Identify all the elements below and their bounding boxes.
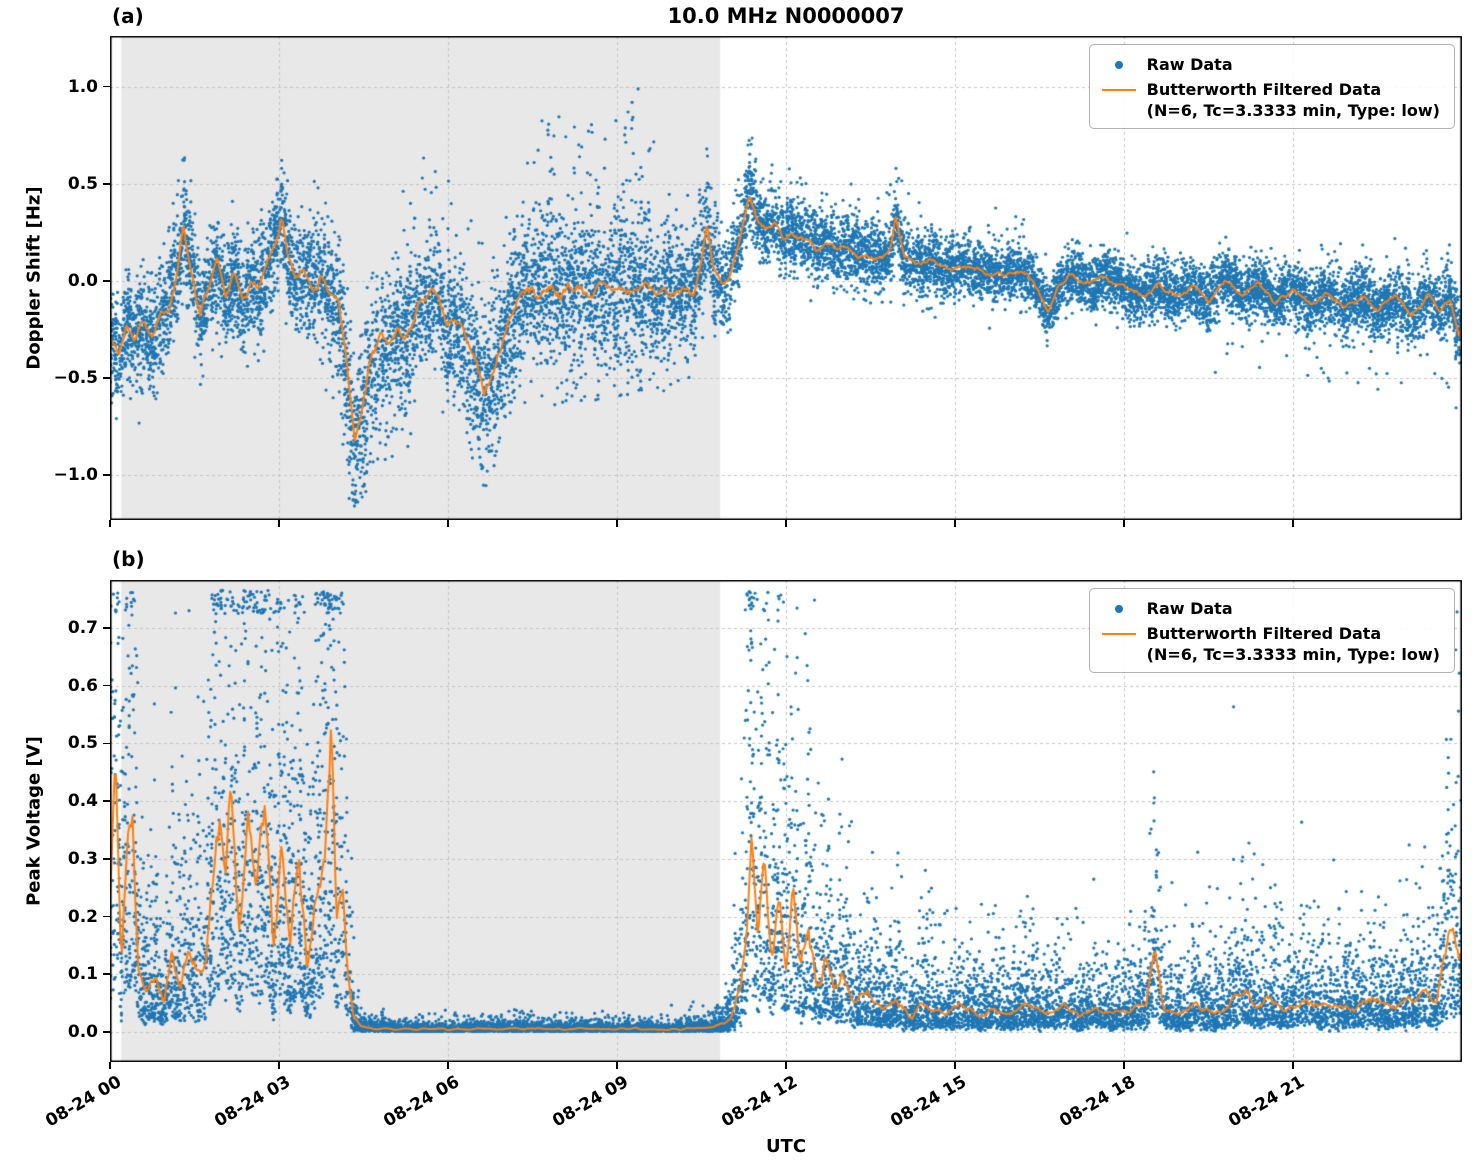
legend-entry-filtered: Butterworth Filtered Data: [1100, 77, 1440, 102]
y-tick-label: 0.0: [67, 270, 98, 291]
x-tick-label: 08-24 00: [42, 1072, 125, 1132]
legend-filtered-sublabel: (N=6, Tc=3.3333 min, Type: low): [1146, 644, 1440, 664]
y-tick-label: 0.5: [67, 733, 98, 754]
legend-entry-filtered-params: (N=6, Tc=3.3333 min, Type: low): [1100, 644, 1440, 665]
filtered-line-marker-icon: [1100, 632, 1138, 635]
x-tick-mark: [1292, 1062, 1294, 1069]
x-tick-label: 08-24 21: [1225, 1072, 1308, 1132]
x-tick-label: 08-24 12: [718, 1072, 801, 1132]
y-tick-label: 1.0: [67, 76, 98, 97]
y-tick-label: 0.5: [67, 173, 98, 194]
x-tick-mark: [109, 1062, 111, 1069]
y-tick-label: 0.0: [67, 1021, 98, 1042]
x-tick-mark: [616, 520, 618, 527]
y-tick-mark: [103, 800, 110, 802]
x-tick-label: 08-24 09: [549, 1072, 632, 1132]
x-tick-mark: [954, 1062, 956, 1069]
filtered-line-marker-icon: [1100, 88, 1138, 91]
plot-area-voltage: Raw Data Butterworth Filtered Data (N=6,…: [110, 580, 1462, 1062]
y-tick-mark: [103, 85, 110, 88]
legend-doppler: Raw Data Butterworth Filtered Data (N=6,…: [1088, 44, 1455, 129]
x-tick-mark: [278, 1062, 280, 1069]
y-tick-mark: [103, 1031, 110, 1033]
panel-b-label: (b): [112, 547, 145, 571]
y-tick-label: 0.3: [67, 848, 98, 869]
x-tick-mark: [278, 520, 280, 527]
y-tick-label: 0.4: [67, 791, 98, 812]
x-tick-mark: [785, 1062, 787, 1069]
x-tick-mark: [1123, 1062, 1125, 1069]
x-axis-label: UTC: [765, 1136, 807, 1157]
x-tick-label: 08-24 06: [380, 1072, 463, 1132]
x-tick-mark: [785, 520, 787, 527]
y-tick-mark: [103, 280, 110, 282]
x-tick-label: 08-24 15: [887, 1072, 970, 1132]
legend-raw-label: Raw Data: [1146, 54, 1233, 74]
raw-data-marker-icon: [1100, 60, 1138, 69]
legend-entry-raw: Raw Data: [1100, 52, 1440, 77]
y-tick-mark: [103, 474, 110, 477]
y-tick-mark: [103, 377, 110, 379]
legend-filtered-label: Butterworth Filtered Data: [1146, 623, 1382, 643]
legend-entry-raw: Raw Data: [1100, 596, 1440, 621]
x-tick-mark: [954, 520, 956, 527]
y-axis-label-voltage: Peak Voltage [V]: [23, 736, 45, 906]
plot-area-doppler: Raw Data Butterworth Filtered Data (N=6,…: [110, 36, 1462, 520]
x-tick-mark: [1292, 520, 1294, 527]
y-tick-label: −0.5: [53, 368, 98, 389]
y-tick-mark: [103, 915, 110, 918]
y-tick-label: 0.2: [67, 906, 98, 927]
x-tick-mark: [447, 1062, 449, 1069]
y-tick-mark: [103, 858, 110, 860]
y-tick-label: 0.1: [67, 964, 98, 985]
y-tick-mark: [103, 973, 110, 976]
x-tick-label: 08-24 03: [211, 1072, 294, 1132]
y-tick-mark: [103, 742, 110, 745]
x-tick-mark: [109, 520, 111, 527]
legend-filtered-sublabel: (N=6, Tc=3.3333 min, Type: low): [1146, 100, 1440, 120]
y-tick-label: −1.0: [53, 465, 98, 486]
y-tick-mark: [103, 182, 110, 185]
x-tick-label: 08-24 18: [1056, 1072, 1139, 1132]
raw-data-marker-icon: [1100, 604, 1138, 613]
figure-title: 10.0 MHz N0000007: [667, 4, 905, 28]
legend-entry-filtered-params: (N=6, Tc=3.3333 min, Type: low): [1100, 100, 1440, 121]
legend-entry-filtered: Butterworth Filtered Data: [1100, 621, 1440, 646]
y-tick-mark: [103, 627, 110, 629]
x-tick-mark: [1123, 520, 1125, 527]
x-tick-mark: [447, 520, 449, 527]
x-tick-mark: [616, 1062, 618, 1069]
y-tick-label: 0.7: [67, 617, 98, 638]
legend-filtered-label: Butterworth Filtered Data: [1146, 79, 1382, 99]
legend-voltage: Raw Data Butterworth Filtered Data (N=6,…: [1088, 588, 1455, 673]
y-tick-mark: [103, 684, 110, 687]
y-tick-label: 0.6: [67, 675, 98, 696]
legend-raw-label: Raw Data: [1146, 598, 1233, 618]
panel-a-label: (a): [112, 4, 144, 28]
